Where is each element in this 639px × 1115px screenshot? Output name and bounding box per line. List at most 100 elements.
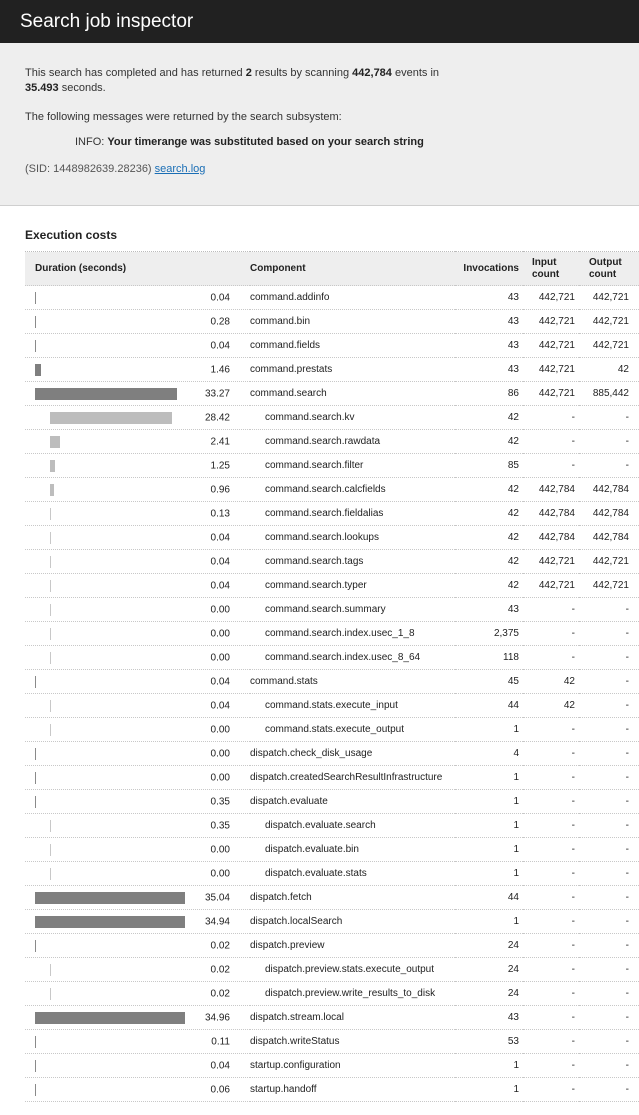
- output-count-value: -: [625, 1036, 629, 1047]
- duration-cell: 0.02: [25, 958, 250, 982]
- invocations-value: 44: [507, 892, 519, 903]
- input-count-value: -: [571, 892, 575, 903]
- duration-value: 0.35: [210, 796, 230, 807]
- component-name: dispatch.evaluate: [250, 796, 328, 807]
- input-count-value: 442,721: [538, 388, 575, 399]
- invocations-value: 24: [507, 940, 519, 951]
- component-name: command.search.filter: [265, 460, 364, 471]
- header-input-count[interactable]: Input count: [532, 256, 560, 280]
- table-row: 0.04 command.addinfo 43 442,721 442,721: [25, 285, 639, 310]
- table-row: 0.04 startup.configuration 1 - -: [25, 1054, 639, 1078]
- duration-value: 33.27: [204, 388, 230, 399]
- duration-bar: [50, 867, 51, 880]
- header-invocations[interactable]: Invocations: [463, 262, 519, 274]
- info-message-text: Your timerange was substituted based on …: [107, 136, 424, 148]
- duration-cell: 0.00: [25, 622, 250, 646]
- duration-value: 0.11: [211, 1036, 230, 1047]
- component-name: dispatch.evaluate.search: [265, 820, 376, 831]
- duration-bar: [50, 627, 51, 640]
- duration-bar: [35, 771, 36, 784]
- input-count-value: -: [571, 1060, 575, 1071]
- duration-bar: [35, 915, 185, 928]
- input-count-value: -: [571, 988, 575, 999]
- input-count-value: -: [571, 916, 575, 927]
- output-count-value: 442,721: [592, 316, 629, 327]
- duration-bar: [35, 1059, 36, 1072]
- output-count-value: -: [625, 868, 629, 879]
- table-row: 34.94 dispatch.localSearch 1 - -: [25, 910, 639, 934]
- input-count-value: -: [571, 1036, 575, 1047]
- duration-value: 0.04: [210, 340, 230, 351]
- input-count-value: -: [571, 1012, 575, 1023]
- duration-cell: 0.28: [25, 310, 250, 334]
- duration-bar: [35, 795, 36, 808]
- table-row: 0.04 command.stats.execute_input 44 42 -: [25, 694, 639, 718]
- component-name: dispatch.stream.local: [250, 1012, 344, 1023]
- invocations-value: 2,375: [493, 628, 519, 639]
- input-count-value: 442,721: [538, 340, 575, 351]
- component-name: command.addinfo: [250, 292, 330, 303]
- component-name: command.prestats: [250, 364, 333, 375]
- invocations-value: 1: [513, 796, 519, 807]
- input-count-value: -: [571, 964, 575, 975]
- output-count-value: -: [625, 1012, 629, 1023]
- duration-bar: [35, 315, 36, 328]
- component-name: command.search.tags: [265, 556, 364, 567]
- duration-bar: [50, 987, 51, 1000]
- output-count-value: 442,784: [592, 508, 629, 519]
- duration-bar: [50, 411, 172, 424]
- component-name: command.search.typer: [265, 580, 367, 591]
- output-count-value: -: [625, 460, 629, 471]
- component-name: dispatch.evaluate.bin: [265, 844, 359, 855]
- component-name: command.search.summary: [265, 604, 386, 615]
- component-name: startup.handoff: [250, 1084, 317, 1095]
- duration-cell: 2.41: [25, 430, 250, 454]
- table-row: 0.00 command.search.index.usec_1_8 2,375 - -: [25, 622, 639, 646]
- duration-cell: 0.04: [25, 694, 250, 718]
- table-row: 0.00 command.search.summary 43 - -: [25, 598, 639, 622]
- input-count-value: -: [571, 1084, 575, 1095]
- invocations-value: 43: [507, 1012, 519, 1023]
- input-count-value: -: [571, 628, 575, 639]
- duration-value: 0.04: [210, 580, 230, 591]
- invocations-value: 1: [513, 1060, 519, 1071]
- table-row: 0.13 command.search.fieldalias 42 442,784 44…: [25, 502, 639, 526]
- duration-value: 0.00: [210, 772, 230, 783]
- table-row: 0.35 dispatch.evaluate.search 1 - -: [25, 814, 639, 838]
- duration-cell: 0.04: [25, 550, 250, 574]
- duration-value: 1.46: [210, 364, 230, 375]
- table-row: 0.35 dispatch.evaluate 1 - -: [25, 790, 639, 814]
- component-name: dispatch.check_disk_usage: [250, 748, 373, 759]
- duration-value: 28.42: [204, 412, 230, 423]
- header-duration[interactable]: Duration (seconds): [35, 262, 127, 274]
- duration-bar: [50, 603, 51, 616]
- duration-cell: 35.04: [25, 886, 250, 910]
- table-row: 0.04 command.stats 45 42 -: [25, 670, 639, 694]
- output-count-value: -: [625, 772, 629, 783]
- duration-cell: 0.04: [25, 574, 250, 598]
- input-count-value: 442,721: [538, 364, 575, 375]
- header-component[interactable]: Component: [250, 262, 306, 274]
- duration-bar: [50, 699, 51, 712]
- input-count-value: -: [571, 772, 575, 783]
- component-name: dispatch.evaluate.stats: [265, 868, 367, 879]
- duration-value: 0.04: [210, 1060, 230, 1071]
- search-log-link[interactable]: search.log: [154, 163, 206, 175]
- component-name: startup.configuration: [250, 1060, 341, 1071]
- duration-value: 0.35: [210, 820, 230, 831]
- component-name: dispatch.preview.stats.execute_output: [265, 964, 434, 975]
- input-count-value: 42: [563, 676, 575, 687]
- duration-bar: [50, 483, 54, 496]
- input-count-value: 442,784: [538, 532, 575, 543]
- info-label: INFO:: [75, 136, 108, 148]
- table-row: 0.00 command.stats.execute_output 1 - -: [25, 718, 639, 742]
- duration-value: 1.25: [210, 460, 230, 471]
- invocations-value: 1: [513, 916, 519, 927]
- output-count-value: -: [625, 748, 629, 759]
- component-name: command.stats.execute_input: [265, 700, 398, 711]
- duration-cell: 0.02: [25, 982, 250, 1006]
- duration-bar: [50, 843, 51, 856]
- input-count-value: -: [571, 748, 575, 759]
- duration-cell: 0.00: [25, 838, 250, 862]
- header-output-count[interactable]: Output count: [589, 256, 622, 280]
